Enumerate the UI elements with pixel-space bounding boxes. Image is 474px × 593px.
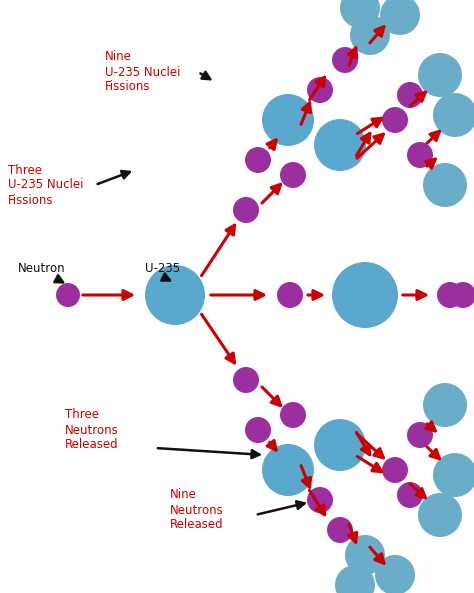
Circle shape	[145, 265, 205, 325]
Circle shape	[380, 0, 420, 35]
Text: Nine
U-235 Nuclei
Fissions: Nine U-235 Nuclei Fissions	[105, 50, 181, 94]
Circle shape	[423, 163, 467, 207]
Text: U-235: U-235	[145, 262, 180, 275]
Circle shape	[280, 162, 306, 188]
Circle shape	[262, 444, 314, 496]
Circle shape	[397, 82, 423, 108]
Text: Neutron: Neutron	[18, 262, 65, 275]
Circle shape	[332, 47, 358, 73]
Circle shape	[418, 53, 462, 97]
Text: Three
U-235 Nuclei
Fissions: Three U-235 Nuclei Fissions	[8, 164, 83, 206]
Circle shape	[233, 367, 259, 393]
Circle shape	[450, 282, 474, 308]
Circle shape	[56, 283, 80, 307]
Circle shape	[335, 565, 375, 593]
Circle shape	[397, 482, 423, 508]
Circle shape	[327, 517, 353, 543]
Circle shape	[262, 94, 314, 146]
Text: Nine
Neutrons
Released: Nine Neutrons Released	[170, 489, 224, 531]
Circle shape	[280, 402, 306, 428]
Circle shape	[307, 77, 333, 103]
Circle shape	[433, 453, 474, 497]
Circle shape	[332, 262, 398, 328]
Circle shape	[245, 147, 271, 173]
Circle shape	[350, 15, 390, 55]
Circle shape	[418, 493, 462, 537]
Circle shape	[277, 282, 303, 308]
Circle shape	[437, 282, 463, 308]
Circle shape	[407, 422, 433, 448]
Circle shape	[407, 142, 433, 168]
Circle shape	[423, 383, 467, 427]
Circle shape	[245, 417, 271, 443]
Circle shape	[433, 93, 474, 137]
Circle shape	[382, 107, 408, 133]
Circle shape	[375, 555, 415, 593]
Circle shape	[340, 0, 380, 28]
Circle shape	[345, 535, 385, 575]
Circle shape	[314, 419, 366, 471]
Circle shape	[233, 197, 259, 223]
Circle shape	[307, 487, 333, 513]
Text: Three
Neutrons
Released: Three Neutrons Released	[65, 409, 119, 451]
Circle shape	[382, 457, 408, 483]
Circle shape	[314, 119, 366, 171]
